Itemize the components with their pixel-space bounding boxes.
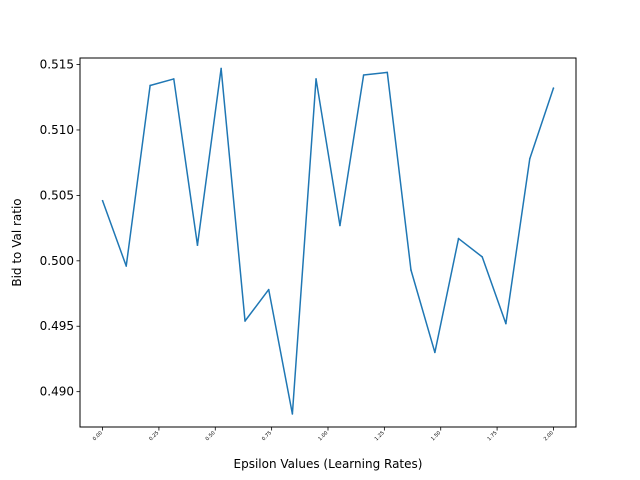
y-tick-label: 0.495 [40,319,74,333]
data-point [125,265,128,267]
data-point [267,288,270,291]
data-point [101,199,104,202]
y-tick-label: 0.515 [40,58,74,72]
y-tick-label: 0.510 [40,123,74,137]
data-point [481,256,484,258]
data-point [386,71,389,74]
y-tick-label: 0.490 [40,385,74,399]
y-tick-label: 0.500 [40,254,74,268]
data-point [362,74,365,76]
data-point [149,84,151,87]
data-point [410,269,412,271]
data-point [457,237,460,240]
data-point [291,413,294,415]
data-point [434,351,436,354]
y-axis: 0.490 0.495 0.500 0.505 0.510 0.515 [40,58,80,399]
data-point [552,87,555,89]
data-point [244,320,246,322]
data-point [339,224,341,227]
series-layer [101,67,555,415]
y-tick-label: 0.505 [40,188,74,202]
x-axis-label: Epsilon Values (Learning Rates) [234,457,423,471]
y-axis-label: Bid to Val ratio [10,198,24,286]
data-point [315,78,317,80]
series-line [101,67,555,415]
data-point [528,157,531,160]
data-point [172,78,175,80]
data-point [505,322,507,325]
data-point [196,244,199,246]
data-point [220,67,222,70]
